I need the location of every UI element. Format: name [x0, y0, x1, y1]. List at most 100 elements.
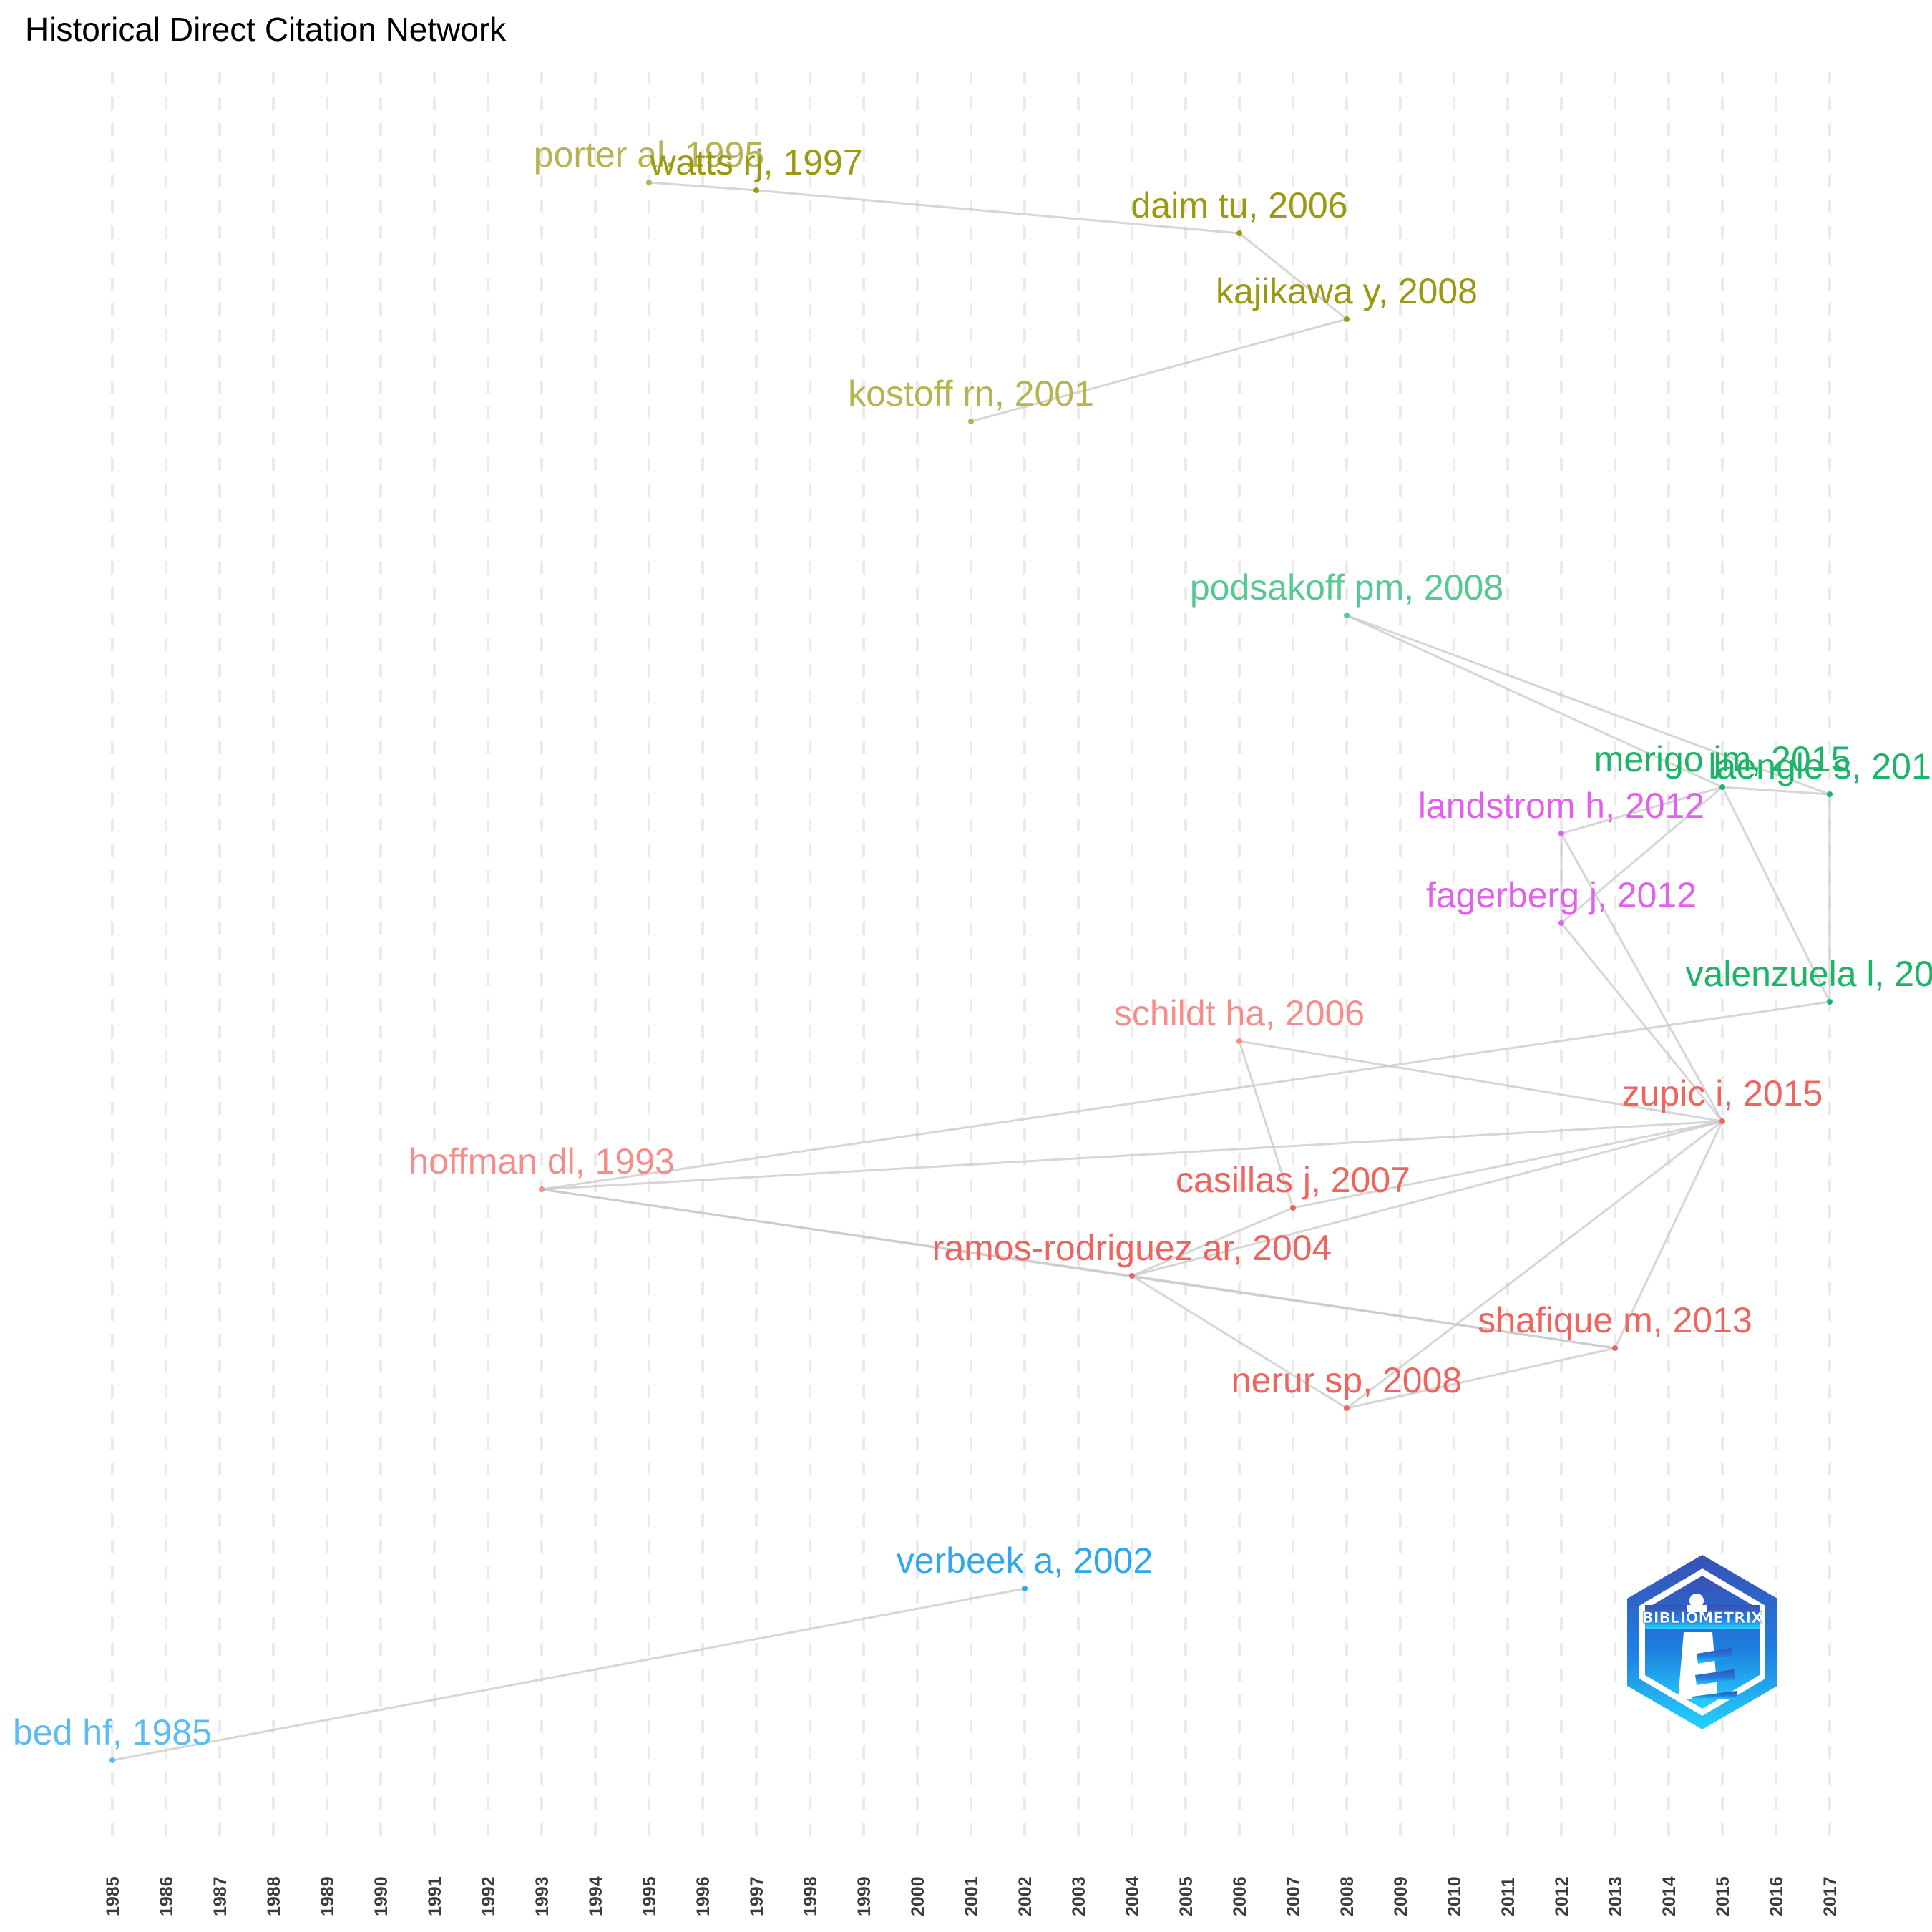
x-tick-label: 1998: [801, 1876, 821, 1916]
network-node-podsakoff[interactable]: podsakoff pm, 2008: [1190, 567, 1503, 618]
node-point[interactable]: [1827, 999, 1833, 1005]
network-node-landstrom[interactable]: landstrom h, 2012: [1418, 786, 1704, 836]
network-node-hoffman[interactable]: hoffman dl, 1993: [409, 1141, 675, 1192]
citation-edge: [1346, 1120, 1723, 1410]
network-node-valenzuela[interactable]: valenzuela l, 2017: [1685, 954, 1932, 1005]
node-label: bed hf, 1985: [13, 1712, 212, 1752]
network-node-verbeek[interactable]: verbeek a, 2002: [897, 1541, 1153, 1591]
citation-edge: [1560, 833, 1724, 1122]
citation-edge: [541, 1120, 1723, 1191]
node-label: kostoff rn, 2001: [848, 374, 1094, 414]
x-tick-label: 2004: [1123, 1876, 1143, 1916]
node-label: daim tu, 2006: [1131, 185, 1348, 225]
network-node-ramos[interactable]: ramos-rodriguez ar, 2004: [932, 1228, 1332, 1279]
node-label: kajikawa y, 2008: [1216, 271, 1478, 311]
network-node-schildt[interactable]: schildt ha, 2006: [1114, 993, 1365, 1044]
chart-title: Historical Direct Citation Network: [25, 11, 507, 48]
node-label: casillas j, 2007: [1176, 1160, 1410, 1200]
node-point[interactable]: [1827, 791, 1833, 797]
x-tick-label: 1986: [157, 1876, 177, 1916]
network-node-n1985[interactable]: bed hf, 1985: [13, 1712, 212, 1763]
x-tick-label: 2016: [1767, 1876, 1787, 1916]
network-node-nerur[interactable]: nerur sp, 2008: [1231, 1360, 1462, 1411]
x-tick-label: 2006: [1230, 1876, 1250, 1916]
x-tick-label: 1993: [532, 1876, 552, 1916]
node-point[interactable]: [1344, 316, 1350, 322]
x-tick-label: 2009: [1391, 1876, 1411, 1916]
x-tick-label: 2005: [1176, 1876, 1196, 1916]
node-label: laengle s, 2017: [1708, 746, 1932, 786]
citation-edge: [1346, 614, 1830, 796]
x-tick-label: 2008: [1337, 1876, 1357, 1916]
node-point[interactable]: [1719, 784, 1725, 790]
bibliometrix-logo: BIBLIOMETRIX: [1627, 1555, 1777, 1729]
node-label: watts rj, 1997: [649, 142, 862, 182]
x-tick-label: 2015: [1713, 1876, 1733, 1916]
citation-edge: [1292, 1120, 1723, 1209]
x-tick-label: 1991: [425, 1876, 445, 1916]
x-tick-label: 1999: [854, 1876, 874, 1916]
citation-edge: [541, 1000, 1830, 1191]
node-point[interactable]: [1719, 1118, 1725, 1124]
node-label: verbeek a, 2002: [897, 1541, 1153, 1581]
network-node-fagerberg[interactable]: fagerberg j, 2012: [1426, 875, 1697, 926]
x-tick-label: 1992: [479, 1876, 499, 1916]
network-node-kostoff[interactable]: kostoff rn, 2001: [848, 374, 1094, 424]
x-tick-label: 2007: [1284, 1876, 1304, 1916]
citation-edge: [1722, 786, 1830, 796]
node-point[interactable]: [1022, 1586, 1028, 1591]
node-point[interactable]: [1344, 1405, 1350, 1411]
node-point[interactable]: [1344, 613, 1350, 618]
citation-edge: [1238, 1040, 1294, 1209]
citation-edge: [1239, 232, 1347, 321]
network-node-porter[interactable]: porter al, 1995: [534, 135, 764, 185]
network-node-laengle[interactable]: laengle s, 2017: [1708, 746, 1932, 797]
network-node-zupic[interactable]: zupic i, 2015: [1622, 1073, 1823, 1124]
citation-edge: [1131, 1120, 1723, 1277]
citation-edge: [1131, 1274, 1616, 1350]
network-node-merigo[interactable]: merigo jm, 2015: [1594, 739, 1851, 790]
node-point[interactable]: [1558, 831, 1564, 836]
node-label: valenzuela l, 2017: [1685, 954, 1932, 994]
node-label: porter al, 1995: [534, 135, 764, 175]
x-tick-label: 2002: [1015, 1876, 1035, 1916]
network-node-casillas[interactable]: casillas j, 2007: [1176, 1160, 1410, 1211]
node-point[interactable]: [109, 1757, 115, 1763]
citation-edge: [541, 1188, 1133, 1277]
node-label: fagerberg j, 2012: [1426, 875, 1697, 915]
node-point[interactable]: [1129, 1273, 1135, 1279]
citation-edge: [1239, 1040, 1723, 1123]
x-axis-year-ticks: 1985 1986 1987 1988 1989 1990 1991 1992 1993 1994…: [103, 1876, 1840, 1916]
citation-edge: [1721, 786, 1831, 1002]
network-node-shafique[interactable]: shafique m, 2013: [1478, 1300, 1752, 1351]
network-node-watts[interactable]: watts rj, 1997: [649, 142, 863, 193]
node-label: ramos-rodriguez ar, 2004: [932, 1228, 1332, 1268]
x-tick-label: 2017: [1820, 1876, 1840, 1916]
node-point[interactable]: [646, 180, 652, 185]
citation-edge: [1346, 1347, 1616, 1410]
node-point[interactable]: [1612, 1345, 1618, 1351]
node-point[interactable]: [1558, 920, 1564, 926]
node-point[interactable]: [1236, 1038, 1242, 1044]
citation-edge: [1561, 786, 1723, 924]
x-tick-label: 1988: [264, 1876, 284, 1916]
network-node-kajikawa[interactable]: kajikawa y, 2008: [1216, 271, 1478, 322]
citation-edges: [112, 181, 1831, 1762]
node-point[interactable]: [1290, 1205, 1296, 1211]
network-node-daim[interactable]: daim tu, 2006: [1131, 185, 1348, 236]
node-point[interactable]: [753, 187, 759, 193]
node-point[interactable]: [1236, 230, 1242, 236]
x-tick-label: 2003: [1069, 1876, 1089, 1916]
citation-edge: [1131, 1206, 1294, 1277]
node-point[interactable]: [968, 419, 974, 424]
node-point[interactable]: [539, 1186, 545, 1192]
x-tick-label: 1989: [318, 1876, 338, 1916]
node-label: merigo jm, 2015: [1594, 739, 1851, 779]
node-label: podsakoff pm, 2008: [1190, 567, 1503, 608]
citation-edge: [1346, 614, 1723, 789]
node-label: nerur sp, 2008: [1231, 1360, 1462, 1400]
citation-edge: [1131, 1274, 1347, 1410]
x-tick-label: 2011: [1498, 1878, 1518, 1916]
